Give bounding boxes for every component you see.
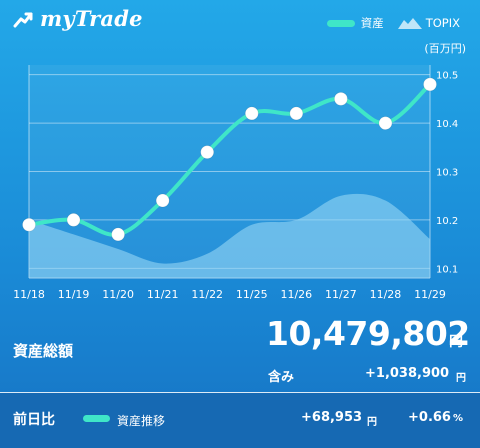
daily-change-bar xyxy=(0,393,480,448)
legend-topix-label: TOPIX xyxy=(425,16,460,30)
trend-logo-icon xyxy=(13,12,33,28)
total-assets-value: 10,479,802 xyxy=(266,314,470,353)
y-tick-label: 10.3 xyxy=(436,168,458,179)
x-tick-label: 11/18 xyxy=(13,288,45,301)
daily-change-label: 前日比 xyxy=(13,412,55,428)
unrealized-gain-unit: 円 xyxy=(456,373,466,384)
chart-legend: 資産 TOPIX xyxy=(313,15,460,31)
x-tick-label: 11/27 xyxy=(325,288,357,301)
legend-asset: 資産 xyxy=(326,15,384,31)
total-assets-label: 資産総額 xyxy=(13,342,74,360)
legend-topix: TOPIX xyxy=(397,16,460,30)
asset-chart: 10.1 10.2 10.3 10.4 10.5 11/18 11/19 11/20 11/21… xyxy=(13,71,458,301)
daily-change-percent-unit: % xyxy=(453,413,464,424)
x-tick-label: 11/20 xyxy=(102,288,134,301)
y-tick-label: 10.5 xyxy=(436,71,458,82)
asset-point xyxy=(22,217,36,232)
legend-asset-label: 資産 xyxy=(360,16,384,30)
app-header: myTrade 資産 TOPIX (百万円) xyxy=(0,0,480,55)
asset-point xyxy=(111,227,126,242)
asset-point xyxy=(423,77,437,92)
unrealized-gain-value: +1,038,900 xyxy=(365,366,450,381)
x-tick-label: 11/29 xyxy=(414,288,446,301)
daily-change-percent-value: +0.66 xyxy=(408,410,451,425)
y-tick-label: 10.4 xyxy=(436,119,458,130)
x-tick-label: 11/26 xyxy=(280,288,312,301)
y-tick-label: 10.1 xyxy=(436,264,458,275)
daily-change-yen-unit: 円 xyxy=(367,417,377,428)
asset-point xyxy=(66,212,81,227)
asset-line xyxy=(27,82,432,237)
x-tick-label: 11/28 xyxy=(370,288,402,301)
daily-change-yen-value: +68,953 xyxy=(301,410,363,425)
asset-point xyxy=(244,106,259,121)
asset-point xyxy=(155,193,170,208)
asset-point xyxy=(333,91,348,106)
unrealized-gain-label: 含み xyxy=(268,370,295,385)
asset-line-swatch xyxy=(326,19,355,27)
x-tick-label: 11/19 xyxy=(58,288,90,301)
asset-trend-swatch xyxy=(83,415,110,422)
total-assets-unit: 円 xyxy=(449,334,463,350)
asset-trend-label: 資産推移 xyxy=(117,414,166,428)
app-title: myTrade xyxy=(40,6,143,31)
unit-label: (百万円) xyxy=(424,42,466,55)
topix-area xyxy=(29,193,430,278)
y-tick-label: 10.2 xyxy=(436,216,458,227)
asset-point xyxy=(289,106,304,121)
x-tick-label: 11/21 xyxy=(147,288,179,301)
x-tick-label: 11/25 xyxy=(236,288,268,301)
mountain-icon xyxy=(397,18,422,29)
asset-point xyxy=(200,145,215,160)
x-tick-label: 11/22 xyxy=(191,288,223,301)
asset-point xyxy=(378,116,393,131)
divider xyxy=(0,392,480,393)
